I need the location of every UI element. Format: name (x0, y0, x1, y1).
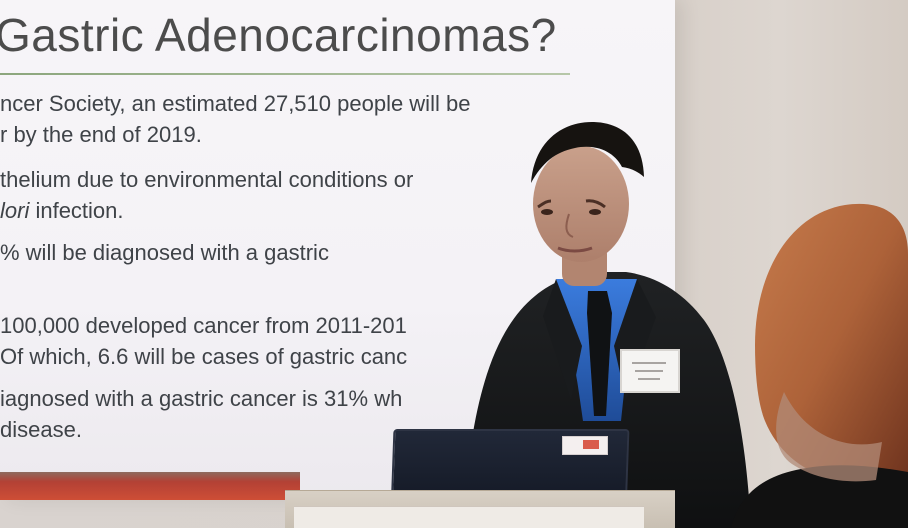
slide-bullet-5-line-1: iagnosed with a gastric cancer is 31% wh (0, 386, 403, 411)
eyebrow-left (537, 199, 552, 209)
podium-edge (294, 506, 644, 528)
badge-text-line (635, 370, 663, 372)
slide-bullet-4: 100,000 developed cancer from 2011-201 O… (0, 310, 407, 372)
nose (565, 213, 574, 238)
slide-bullet-4-line-1: 100,000 developed cancer from 2011-201 (0, 313, 407, 338)
slide-bullet-5: iagnosed with a gastric cancer is 31% wh… (0, 383, 402, 445)
slide-bullet-3-line-1: % will be diagnosed with a gastric (0, 240, 329, 265)
slide-title: Gastric Adenocarcinomas? (0, 9, 557, 61)
audience-neck (776, 392, 882, 482)
tie (587, 291, 612, 416)
speaker-hair (531, 121, 644, 183)
lapel-left (543, 279, 582, 400)
slide-bullet-2-line-1: thelium due to environmental conditions … (0, 167, 414, 192)
slide-bullet-1: ncer Society, an estimated 27,510 people… (0, 88, 470, 150)
slide-bullet-2: thelium due to environmental conditions … (0, 164, 413, 226)
slide-bullet-5-line-2: disease. (0, 417, 82, 442)
eye-left (541, 209, 553, 215)
slide-bullet-2-line-2-italic: lori (0, 198, 30, 223)
slide-bullet-2-line-2-suffix: infection. (29, 198, 124, 223)
slide-bottom-band (0, 472, 300, 500)
laptop-sticker-logo (583, 440, 599, 449)
audience-member (731, 203, 908, 528)
mouth (557, 246, 593, 253)
speaker-face (533, 146, 629, 262)
eyebrow-right (585, 199, 606, 209)
slide-bullet-2-line-2: lori infection. (0, 195, 413, 226)
badge-text-line (638, 378, 660, 380)
slide-bullet-1-line-2: r by the end of 2019. (0, 122, 202, 147)
slide-bullet-4-line-2: Of which, 6.6 will be cases of gastric c… (0, 344, 408, 369)
slide-bullet-3: % will be diagnosed with a gastric (0, 237, 329, 268)
slide-bullet-1-line-1: ncer Society, an estimated 27,510 people… (0, 91, 471, 116)
eye-right (589, 209, 601, 215)
title-divider (0, 73, 570, 75)
badge-text-line (632, 362, 666, 364)
